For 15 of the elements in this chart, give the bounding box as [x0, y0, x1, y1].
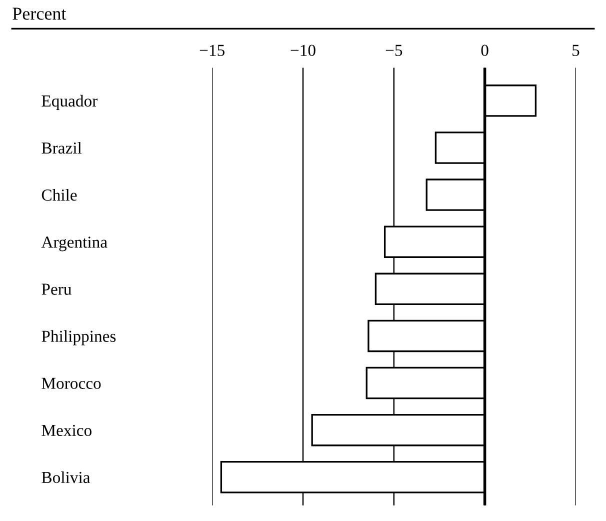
y-tick-label: Argentina	[41, 236, 108, 252]
x-tick-label: 0	[481, 44, 488, 56]
x-tick-label: 5	[572, 44, 580, 56]
y-tick-label: Peru	[42, 284, 72, 295]
y-tick-label: Chile	[42, 189, 77, 201]
y-tick-label: Morocco	[42, 378, 101, 389]
x-tick-label: −5	[386, 44, 402, 56]
y-tick-label: Bolivia	[42, 471, 90, 484]
x-tick-label: −15	[200, 44, 224, 56]
y-tick-label: Philippines	[42, 330, 116, 346]
y-tick-label: Mexico	[42, 424, 92, 436]
text: Percent	[12, 8, 66, 20]
x-tick-label: −10	[290, 44, 316, 56]
y-tick-label: Brazil	[42, 142, 82, 154]
y-tick-label: Equador	[42, 94, 98, 110]
